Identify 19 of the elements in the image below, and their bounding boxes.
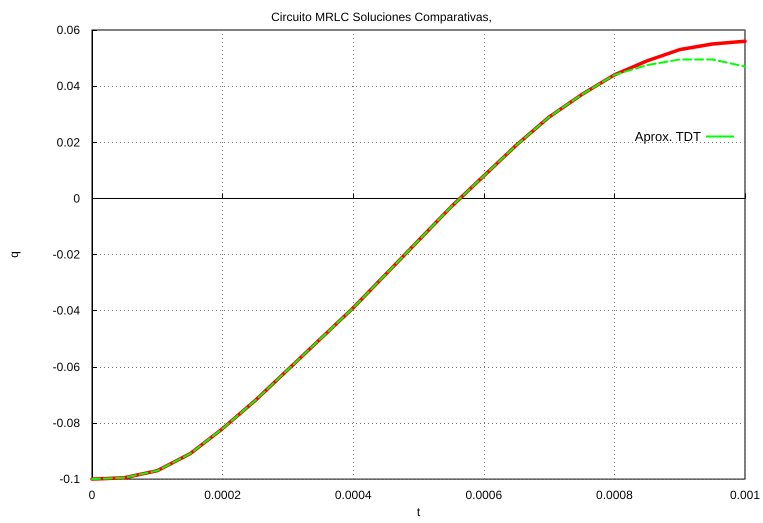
y-tick-label: -0.08 — [52, 416, 80, 430]
x-tick-label: 0 — [88, 488, 96, 502]
x-tick-label: 0.001 — [730, 488, 760, 502]
x-axis-title: t — [416, 505, 421, 519]
y-tick-label: -0.02 — [52, 248, 80, 262]
x-tick-label: 0.0002 — [204, 488, 242, 502]
y-tick-label: -0.04 — [52, 304, 80, 318]
y-tick-label: 0.06 — [56, 23, 80, 37]
y-tick-label: -0.1 — [59, 472, 80, 486]
y-tick-label: 0.04 — [56, 79, 80, 94]
y-tick-label: -0.06 — [52, 360, 80, 374]
chart-title: Circuito MRLC Soluciones Comparativas, — [271, 10, 492, 24]
y-tick-label: 0 — [73, 191, 80, 206]
legend-label: Aprox. TDT — [634, 129, 702, 144]
x-tick-label: 0.0008 — [596, 488, 634, 502]
x-tick-label: 0.0004 — [334, 488, 372, 502]
y-tick-label: 0.02 — [56, 135, 80, 150]
y-axis-title: q — [7, 251, 21, 258]
x-tick-label: 0.0006 — [465, 488, 502, 502]
